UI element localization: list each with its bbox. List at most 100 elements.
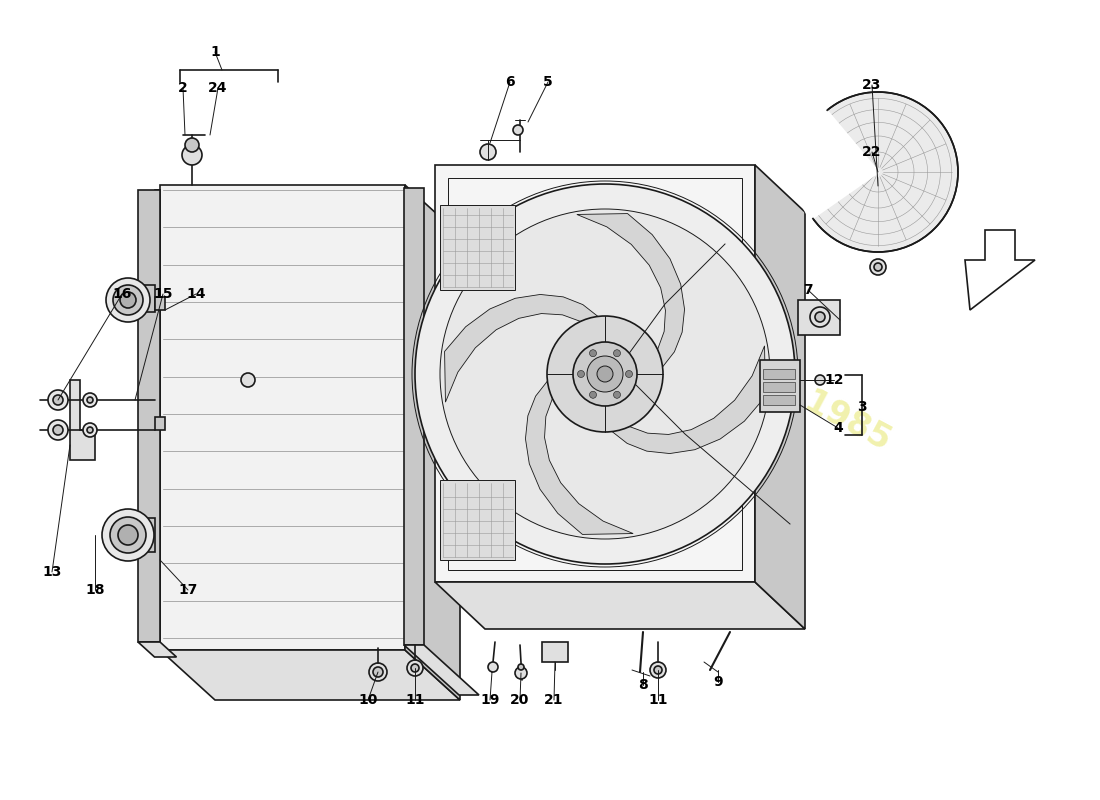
Circle shape <box>182 145 202 165</box>
Text: 24: 24 <box>208 81 228 95</box>
Circle shape <box>480 144 496 160</box>
Circle shape <box>547 316 663 432</box>
Polygon shape <box>138 518 155 552</box>
Circle shape <box>870 259 886 275</box>
Circle shape <box>82 423 97 437</box>
Circle shape <box>513 125 522 135</box>
Text: 7: 7 <box>803 283 813 297</box>
Polygon shape <box>542 642 568 662</box>
Circle shape <box>368 663 387 681</box>
Text: 8: 8 <box>638 678 648 692</box>
Circle shape <box>411 664 419 672</box>
Polygon shape <box>404 188 424 645</box>
Circle shape <box>373 667 383 677</box>
Circle shape <box>440 209 770 539</box>
Circle shape <box>815 375 825 385</box>
Text: passion for: passion for <box>527 200 793 369</box>
Circle shape <box>578 370 584 378</box>
Polygon shape <box>434 165 755 582</box>
Polygon shape <box>444 294 598 402</box>
Circle shape <box>626 370 632 378</box>
Circle shape <box>185 138 199 152</box>
Circle shape <box>590 391 596 398</box>
Circle shape <box>87 427 94 433</box>
Text: since 1985: since 1985 <box>703 333 896 457</box>
Circle shape <box>120 292 136 308</box>
Text: 4: 4 <box>833 421 843 435</box>
Polygon shape <box>155 297 165 310</box>
Circle shape <box>590 350 596 357</box>
Text: 11: 11 <box>648 693 668 707</box>
Polygon shape <box>798 300 840 335</box>
Text: 18: 18 <box>86 583 104 597</box>
Polygon shape <box>155 190 160 645</box>
Text: 10: 10 <box>359 693 377 707</box>
Polygon shape <box>612 346 766 454</box>
Circle shape <box>815 312 825 322</box>
Polygon shape <box>138 285 155 312</box>
Bar <box>763 395 795 405</box>
Text: 21: 21 <box>544 693 563 707</box>
Polygon shape <box>440 205 515 290</box>
Text: 3: 3 <box>857 400 867 414</box>
Bar <box>763 369 795 379</box>
Circle shape <box>241 373 255 387</box>
Polygon shape <box>526 381 634 534</box>
Text: 22: 22 <box>862 145 882 159</box>
Text: 23: 23 <box>862 78 882 92</box>
Circle shape <box>798 92 958 252</box>
Polygon shape <box>440 480 515 560</box>
Bar <box>763 382 795 392</box>
Circle shape <box>518 664 524 670</box>
Circle shape <box>113 285 143 315</box>
Circle shape <box>102 509 154 561</box>
Polygon shape <box>404 645 478 695</box>
Circle shape <box>515 667 527 679</box>
Text: 6: 6 <box>505 75 515 89</box>
Text: 14: 14 <box>186 287 206 301</box>
Text: 19: 19 <box>481 693 499 707</box>
Text: 12: 12 <box>824 373 844 387</box>
Polygon shape <box>405 185 460 700</box>
Circle shape <box>573 342 637 406</box>
Text: 20: 20 <box>510 693 530 707</box>
Polygon shape <box>434 582 805 629</box>
Circle shape <box>118 525 138 545</box>
Circle shape <box>82 393 97 407</box>
Polygon shape <box>796 109 878 219</box>
Text: 5: 5 <box>543 75 553 89</box>
Circle shape <box>597 366 613 382</box>
Text: 11: 11 <box>405 693 425 707</box>
Circle shape <box>48 390 68 410</box>
Circle shape <box>587 356 623 392</box>
Polygon shape <box>160 650 460 700</box>
Circle shape <box>415 184 795 564</box>
Polygon shape <box>138 190 160 642</box>
Polygon shape <box>760 360 800 412</box>
Circle shape <box>874 263 882 271</box>
Circle shape <box>810 307 830 327</box>
Circle shape <box>407 660 424 676</box>
Circle shape <box>488 662 498 672</box>
Text: 2: 2 <box>178 81 188 95</box>
Text: 9: 9 <box>713 675 723 689</box>
Polygon shape <box>160 185 405 650</box>
Text: 16: 16 <box>112 287 132 301</box>
Circle shape <box>53 395 63 405</box>
Polygon shape <box>155 417 165 430</box>
Polygon shape <box>70 380 95 460</box>
Circle shape <box>106 278 150 322</box>
Circle shape <box>654 666 662 674</box>
Circle shape <box>87 397 94 403</box>
Polygon shape <box>576 214 684 367</box>
Circle shape <box>110 517 146 553</box>
Text: 17: 17 <box>178 583 198 597</box>
Text: 1: 1 <box>210 45 220 59</box>
Circle shape <box>614 391 620 398</box>
Polygon shape <box>965 230 1035 310</box>
Circle shape <box>48 420 68 440</box>
Text: 13: 13 <box>42 565 62 579</box>
Circle shape <box>614 350 620 357</box>
Text: 15: 15 <box>153 287 173 301</box>
Circle shape <box>53 425 63 435</box>
